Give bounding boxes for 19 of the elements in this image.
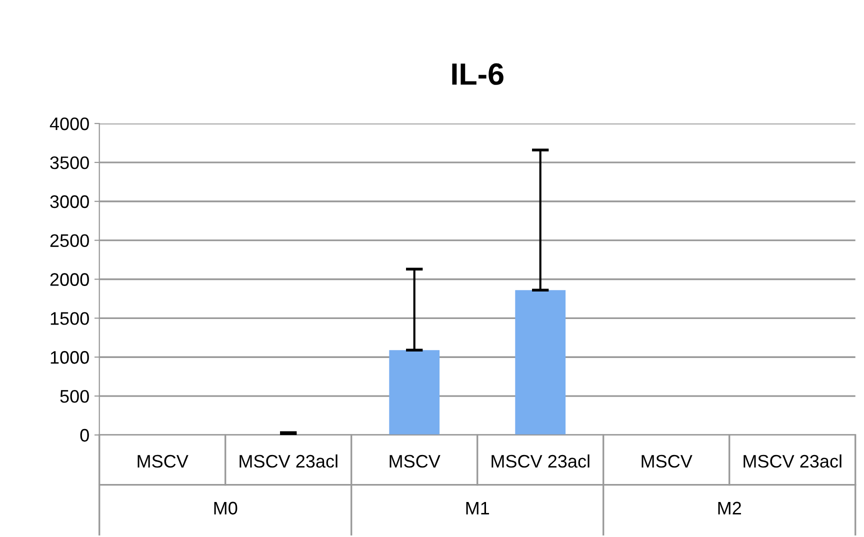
y-tick-label: 3500 [50, 156, 89, 170]
y-tick-label: 500 [60, 390, 89, 403]
y-tick-label: 2500 [50, 234, 89, 248]
y-tick-label: 3000 [50, 195, 89, 208]
y-tick-label: 2000 [50, 273, 89, 286]
x-tick-label: MSCV 23acl [492, 454, 590, 468]
x-tick-label: MSCV [390, 454, 440, 468]
y-tick-label: 4000 [50, 117, 89, 130]
y-tick-label: 1500 [50, 312, 89, 325]
text: M1 [466, 502, 490, 514]
text: M2 [718, 502, 741, 514]
x-tick-label: MSCV 23acl [240, 454, 338, 468]
y-tick-label: 1000 [50, 351, 89, 364]
x-tick-label: MSCV [138, 454, 188, 468]
text: M0 [214, 502, 238, 515]
x-tick-label: MSCV 23acl [744, 454, 842, 468]
chart-title: IL-6 [452, 63, 504, 85]
x-tick-label: MSCV [642, 454, 692, 468]
y-tick-label: 0 [80, 428, 89, 442]
